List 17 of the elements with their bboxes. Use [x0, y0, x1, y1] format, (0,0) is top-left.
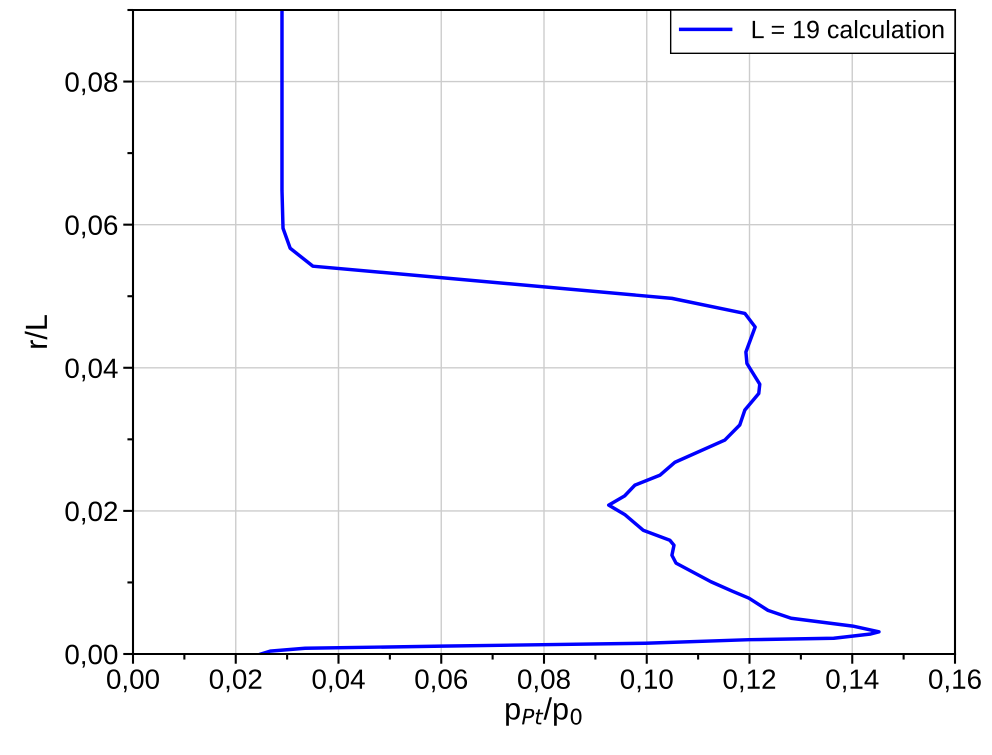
- y-tick-label: 0,02: [65, 502, 118, 525]
- x-tick-label: 0,08: [518, 669, 570, 692]
- y-tick-label: 0,06: [65, 215, 118, 238]
- x-axis-title: p$_{Pt}$/p$_{0}$: [506, 697, 582, 726]
- y-tick-label: 0,08: [65, 72, 118, 96]
- legend-label: L = 19 calculation: [752, 20, 944, 38]
- x-tick-label: 0,06: [415, 669, 468, 692]
- x-tick-label: 0,02: [210, 669, 262, 692]
- y-tick-label: 0,04: [65, 358, 118, 382]
- x-tick-label: 0,04: [312, 669, 365, 692]
- y-tick-label: 0,00: [65, 644, 118, 668]
- x-tick-label: 0,14: [826, 669, 878, 692]
- x-tick-label: 0,16: [929, 669, 981, 692]
- x-tick-label: 0,10: [620, 669, 673, 692]
- y-axis-title: r/L: [24, 315, 48, 348]
- x-tick-label: 0,12: [724, 669, 776, 692]
- x-tick-label: 0,00: [107, 669, 159, 692]
